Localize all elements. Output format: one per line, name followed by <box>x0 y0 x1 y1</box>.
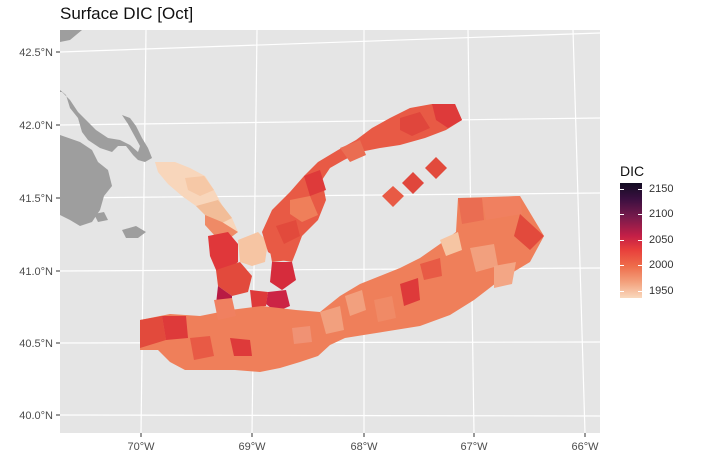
cell <box>304 170 326 196</box>
cell <box>238 232 268 266</box>
cell <box>458 198 484 224</box>
cell <box>400 112 430 136</box>
cell <box>345 290 366 316</box>
cell <box>216 262 252 296</box>
cell <box>230 338 252 356</box>
cell <box>420 258 442 280</box>
legend-label: 2000 <box>649 259 674 271</box>
cell <box>208 232 238 270</box>
cell <box>400 278 420 306</box>
cell <box>185 176 214 196</box>
marthas-vineyard <box>94 212 108 222</box>
cell <box>292 326 312 344</box>
legend-title: DIC <box>620 163 645 179</box>
island-small <box>82 198 96 208</box>
cell <box>140 316 166 348</box>
cape-cod <box>60 90 152 162</box>
cell <box>268 240 290 262</box>
cell <box>440 232 462 256</box>
y-label: 40.5°N <box>19 338 53 350</box>
cell <box>162 316 188 340</box>
cell <box>266 290 290 312</box>
region-north-arm <box>262 104 462 262</box>
lat-line-40-0 <box>59 414 601 417</box>
cell <box>276 220 300 244</box>
lat-line-42-0 <box>59 117 601 126</box>
cell <box>494 262 516 288</box>
cell <box>196 200 232 224</box>
diamond-2 <box>402 172 424 194</box>
legend-label: 2100 <box>649 208 674 220</box>
cell <box>270 262 296 290</box>
region-south-arm <box>140 196 544 372</box>
land-north <box>60 30 82 42</box>
x-label: 70°W <box>127 441 155 453</box>
x-label: 66°W <box>571 441 599 453</box>
cell <box>470 244 498 272</box>
x-label: 68°W <box>350 441 378 453</box>
cell <box>514 214 544 250</box>
lat-line-42-5 <box>59 32 601 53</box>
mainland-coast <box>60 135 112 226</box>
legend-colorbar <box>620 183 642 298</box>
y-label: 41.5°N <box>19 193 53 205</box>
cell <box>250 290 268 308</box>
y-label: 42.0°N <box>19 120 53 132</box>
cell <box>205 215 238 238</box>
land <box>60 30 152 238</box>
cell <box>290 196 318 222</box>
legend-label: 2150 <box>649 183 674 195</box>
x-label: 67°W <box>460 441 488 453</box>
lat-line-41-5 <box>59 192 601 199</box>
dic-field <box>140 104 544 372</box>
diamond-1 <box>382 186 404 207</box>
axis-ticks <box>56 51 586 437</box>
cell <box>374 296 396 322</box>
legend-label: 1950 <box>649 285 674 297</box>
y-label: 42.5°N <box>19 47 53 59</box>
x-label: 69°W <box>238 441 266 453</box>
nantucket <box>122 226 146 238</box>
diamond-3 <box>425 157 447 179</box>
map-title: Surface DIC [Oct] <box>60 4 194 23</box>
cell <box>320 306 344 334</box>
cell <box>340 140 366 162</box>
y-label: 40.0°N <box>19 410 53 422</box>
cell <box>190 336 214 360</box>
cell <box>482 196 522 220</box>
y-label: 41.0°N <box>19 266 53 278</box>
lon-line-66 <box>572 29 586 434</box>
cell <box>214 298 236 320</box>
legend-label: 2050 <box>649 234 674 246</box>
cell <box>432 104 462 128</box>
